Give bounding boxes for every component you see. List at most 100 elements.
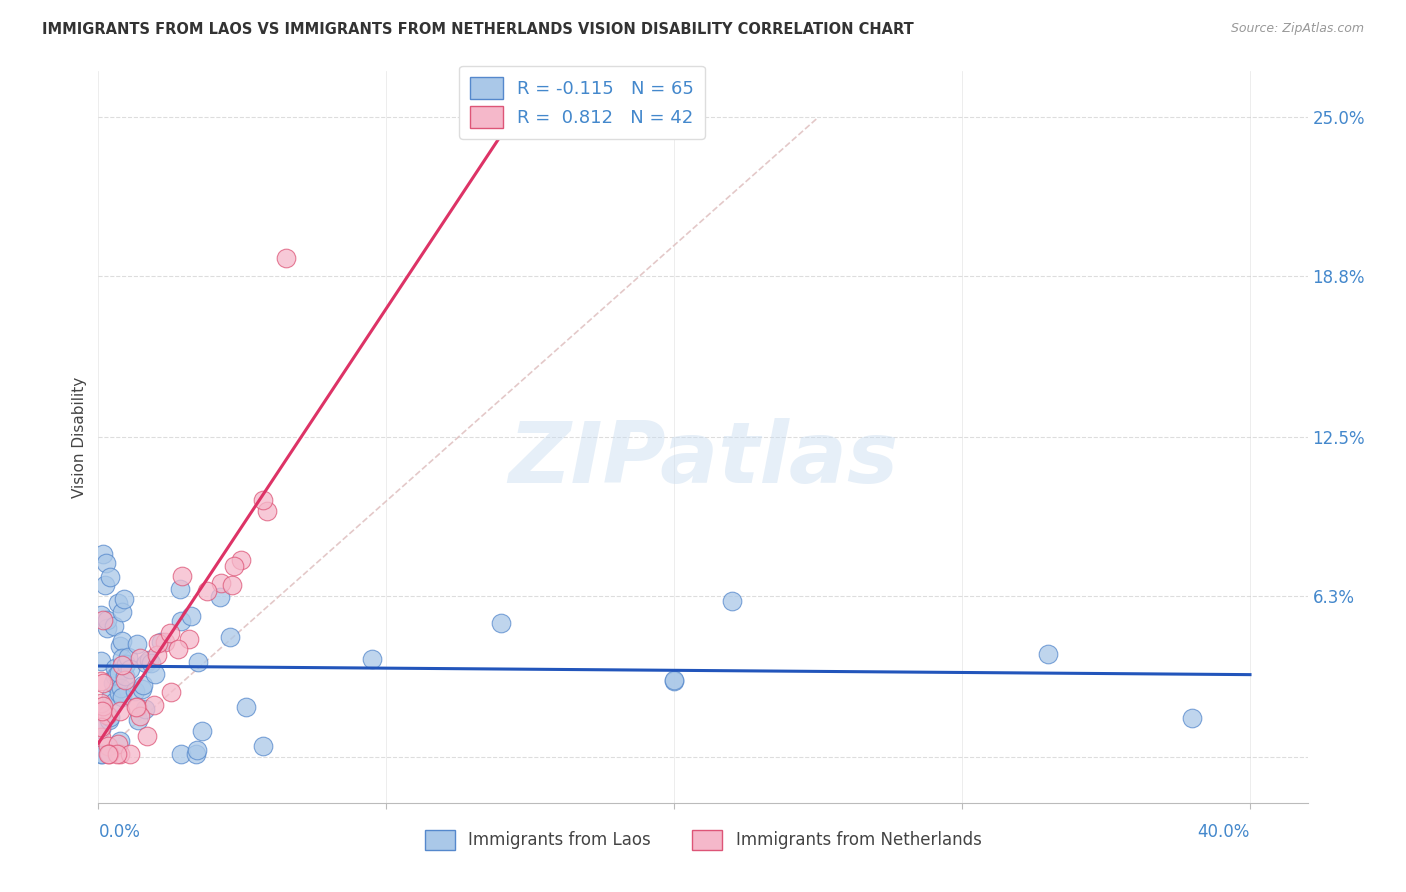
Point [136, 729, 159, 743]
Point [169, 582, 191, 597]
Point [91, 704, 114, 718]
Point [110, 747, 132, 762]
Point [115, 657, 138, 672]
Point [90, 722, 112, 736]
Point [90, 747, 112, 762]
Point [361, 652, 384, 666]
Point [720, 594, 742, 608]
Point [129, 651, 152, 665]
Point [129, 709, 152, 723]
Point [664, 673, 686, 688]
Point [167, 642, 190, 657]
Point [110, 681, 132, 695]
Point [138, 653, 160, 667]
Point [252, 493, 274, 508]
Point [235, 700, 257, 714]
Point [231, 553, 253, 567]
Point [274, 251, 297, 265]
Point [222, 558, 245, 573]
Point [111, 690, 134, 704]
Point [105, 668, 128, 682]
Point [127, 713, 149, 727]
Point [187, 656, 209, 670]
Point [131, 682, 153, 697]
Point [104, 661, 127, 675]
Point [120, 747, 142, 762]
Y-axis label: Vision Disability: Vision Disability [72, 376, 87, 498]
Point [90, 730, 112, 744]
Point [91, 613, 114, 627]
Point [107, 737, 129, 751]
Point [125, 700, 148, 714]
Point [96, 613, 118, 627]
Point [108, 666, 131, 681]
Point [170, 615, 193, 629]
Point [98, 710, 121, 724]
Point [170, 569, 193, 583]
Point [91, 698, 114, 713]
Point [256, 504, 278, 518]
Text: IMMIGRANTS FROM LAOS VS IMMIGRANTS FROM NETHERLANDS VISION DISABILITY CORRELATIO: IMMIGRANTS FROM LAOS VS IMMIGRANTS FROM … [42, 22, 914, 37]
Text: 40.0%: 40.0% [1198, 823, 1250, 841]
Point [90, 747, 112, 762]
Point [1038, 648, 1060, 662]
Point [491, 615, 513, 630]
Point [114, 673, 136, 687]
Point [664, 673, 686, 687]
Point [111, 651, 134, 665]
Point [184, 747, 207, 762]
Point [186, 743, 208, 757]
Point [90, 654, 112, 668]
Point [98, 747, 121, 762]
Point [191, 723, 214, 738]
Text: Source: ZipAtlas.com: Source: ZipAtlas.com [1230, 22, 1364, 36]
Point [111, 633, 134, 648]
Point [114, 669, 136, 683]
Point [98, 570, 121, 584]
Text: 0.0%: 0.0% [98, 823, 141, 841]
Point [97, 739, 120, 753]
Point [1181, 711, 1204, 725]
Point [124, 684, 146, 698]
Point [97, 747, 120, 762]
Point [139, 656, 162, 670]
Point [146, 648, 169, 662]
Legend: Immigrants from Laos, Immigrants from Netherlands: Immigrants from Laos, Immigrants from Ne… [418, 823, 988, 856]
Point [150, 634, 173, 648]
Point [96, 707, 118, 722]
Point [112, 592, 135, 607]
Point [209, 591, 232, 605]
Point [125, 637, 148, 651]
Point [110, 657, 132, 672]
Point [117, 650, 139, 665]
Point [177, 632, 200, 646]
Point [103, 675, 125, 690]
Point [103, 669, 125, 683]
Point [111, 605, 134, 619]
Point [219, 630, 242, 644]
Point [170, 747, 193, 762]
Point [159, 625, 181, 640]
Point [103, 618, 125, 632]
Text: ZIPatlas: ZIPatlas [508, 417, 898, 500]
Point [180, 608, 202, 623]
Point [96, 621, 118, 635]
Point [197, 584, 219, 599]
Point [107, 596, 129, 610]
Point [94, 578, 117, 592]
Point [252, 739, 274, 754]
Point [90, 607, 112, 622]
Point [91, 704, 114, 718]
Point [209, 575, 232, 590]
Point [108, 704, 131, 718]
Point [93, 547, 115, 561]
Point [108, 639, 131, 653]
Point [134, 702, 156, 716]
Point [108, 734, 131, 748]
Point [100, 689, 122, 703]
Point [90, 696, 112, 710]
Point [96, 557, 118, 571]
Point [159, 685, 181, 699]
Point [90, 673, 112, 688]
Point [127, 700, 149, 714]
